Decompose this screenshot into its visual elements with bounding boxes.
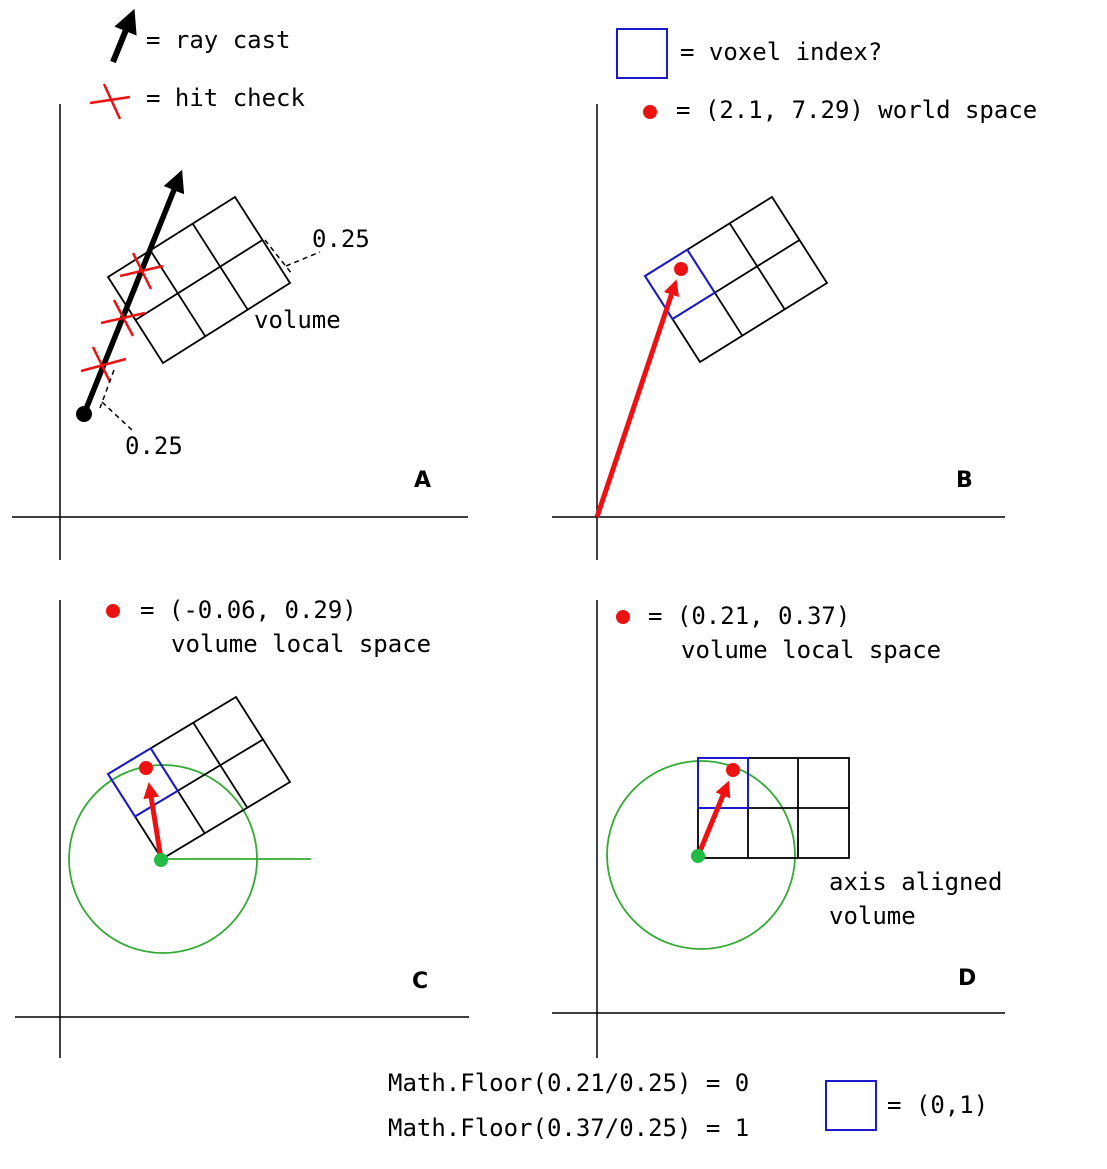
spacing-dimension-bottom xyxy=(99,369,133,431)
voxel-index-legend-label: = voxel index? xyxy=(680,38,882,66)
local-point-d xyxy=(726,763,740,777)
panel-c-letter: C xyxy=(412,969,428,994)
hit-check-marks xyxy=(80,252,164,383)
panel-c-volume-grid xyxy=(106,695,292,861)
volume-origin-point-c xyxy=(154,853,168,867)
panel-b-letter: B xyxy=(956,468,973,493)
axis-aligned-volume-label: volume xyxy=(829,902,916,930)
ray-origin-point xyxy=(76,406,92,422)
panel-a-ray-arrow xyxy=(81,169,185,416)
spacing-label-bottom: 0.25 xyxy=(125,432,183,460)
floor-formula-y: Math.Floor(0.37/0.25) = 1 xyxy=(388,1114,749,1142)
panel-c: = (-0.06, 0.29) volume local space C xyxy=(15,596,469,1058)
world-point xyxy=(674,262,688,276)
local-point-label-c: = (-0.06, 0.29) xyxy=(140,596,357,624)
world-point-legend-icon xyxy=(643,105,657,119)
panel-b: B xyxy=(552,104,1005,560)
ray-cast-legend-label: = ray cast xyxy=(146,26,291,54)
local-position-arrow-d xyxy=(695,780,731,857)
volume-origin-point-d xyxy=(691,849,705,863)
local-point-legend-icon-d xyxy=(616,610,630,624)
volume-label: volume xyxy=(254,306,341,334)
axis-aligned-label: axis aligned xyxy=(829,868,1002,896)
ray-cast-legend-icon xyxy=(110,8,137,64)
panel-b-volume-grid xyxy=(643,195,829,364)
voxel-index-legend-icon xyxy=(616,28,668,79)
spacing-dimension-top xyxy=(264,239,321,275)
panel-a-letter: A xyxy=(414,468,431,493)
local-space-label-c: volume local space xyxy=(171,630,431,658)
panel-d: = (0.21, 0.37) volume local space axis a… xyxy=(552,600,1005,1058)
local-position-arrow-c xyxy=(143,782,164,860)
local-point-c xyxy=(139,761,153,775)
result-voxel-label: = (0,1) xyxy=(887,1091,988,1119)
panel-d-letter: D xyxy=(958,966,976,991)
rotation-circle-d xyxy=(606,760,796,950)
hit-check-legend-label: = hit check xyxy=(146,84,305,112)
local-point-label-d: = (0.21, 0.37) xyxy=(648,602,850,630)
panel-d-voxel-highlight xyxy=(697,757,749,809)
voxel-index-formulas: Math.Floor(0.21/0.25) = 0 Math.Floor(0.3… xyxy=(388,1069,988,1142)
world-position-arrow xyxy=(594,279,680,518)
hit-check-legend-icon xyxy=(89,83,131,120)
spacing-label-top: 0.25 xyxy=(312,225,370,253)
panel-b-voxel-highlight xyxy=(643,248,717,321)
floor-formula-x: Math.Floor(0.21/0.25) = 0 xyxy=(388,1069,749,1097)
local-point-legend-icon-c xyxy=(106,604,120,618)
panel-a-volume-grid xyxy=(106,195,292,365)
panel-c-voxel-highlight xyxy=(106,746,180,818)
world-space-legend-label: = (2.1, 7.29) world space xyxy=(676,96,1037,124)
legend: = ray cast = hit check = voxel index? = … xyxy=(89,8,1037,124)
result-voxel-icon xyxy=(825,1080,877,1131)
panel-a: 0.25 0.25 volume A xyxy=(12,104,468,560)
local-space-label-d: volume local space xyxy=(681,636,941,664)
